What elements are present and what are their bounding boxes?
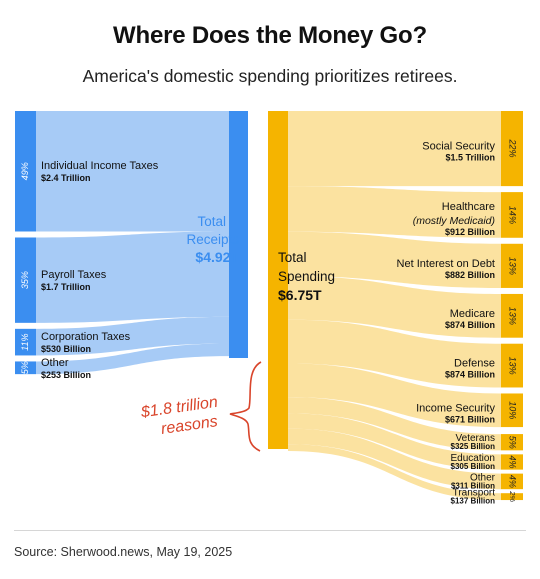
spending-share-label-6: 5% bbox=[508, 436, 518, 449]
spending-name-label-6: Veterans bbox=[456, 433, 495, 444]
spending-name-label-7: Education bbox=[451, 453, 495, 464]
spending-flow-0 bbox=[288, 111, 501, 187]
spending-category-bar-4 bbox=[501, 343, 523, 388]
spending-flow-5 bbox=[288, 363, 501, 428]
spending-amount-label-1: $912 Billion bbox=[445, 227, 495, 237]
chart-title: Where Does the Money Go? bbox=[113, 22, 427, 49]
spending-category-bar-3 bbox=[501, 293, 523, 338]
spending-category-bar-9 bbox=[501, 493, 523, 501]
spending-amount-label-8: $311 Billion bbox=[451, 481, 495, 490]
spending-category-bar-6 bbox=[501, 434, 523, 451]
spending-flow-9 bbox=[288, 444, 501, 501]
spending-name-label-5: Income Security bbox=[416, 402, 495, 414]
receipt-flow-3 bbox=[36, 343, 229, 375]
receipt-amount-label-3: $253 Billion bbox=[41, 370, 91, 380]
spending-share-label-0: 22% bbox=[508, 139, 518, 158]
receipt-source-bar-1 bbox=[15, 237, 36, 323]
spending-subname-label-1: (mostly Medicaid) bbox=[413, 215, 495, 227]
receipt-source-bar-2 bbox=[15, 328, 36, 356]
receipt-amount-label-1: $1.7 Trillion bbox=[41, 282, 91, 292]
footer-divider bbox=[14, 530, 526, 531]
spending-share-label-5: 10% bbox=[508, 401, 518, 419]
spending-share-label-9: 2% bbox=[508, 490, 517, 502]
spending-name-label-9: Transport bbox=[453, 488, 496, 499]
spending-total-value: $6.75T bbox=[278, 287, 322, 303]
receipt-share-label-2: 11% bbox=[20, 333, 30, 350]
spending-amount-label-0: $1.5 Trillion bbox=[445, 153, 495, 163]
receipt-amount-label-0: $2.4 Trillion bbox=[41, 173, 91, 183]
receipt-name-label-1: Payroll Taxes bbox=[41, 269, 107, 281]
receipt-name-label-2: Corporation Taxes bbox=[41, 331, 131, 343]
receipt-share-label-0: 49% bbox=[20, 162, 30, 180]
receipt-share-label-3: 5% bbox=[20, 361, 30, 374]
receipts-total-label-line1: Total bbox=[197, 214, 226, 229]
receipt-flow-0 bbox=[36, 111, 229, 232]
receipt-name-label-3: Other bbox=[41, 357, 69, 369]
spending-total-label-line2: Spending bbox=[278, 269, 335, 284]
spending-amount-label-3: $874 Billion bbox=[445, 320, 495, 330]
receipts-total-value: $4.92T bbox=[195, 249, 239, 265]
spending-category-bar-7 bbox=[501, 454, 523, 470]
chart-subtitle: America's domestic spending prioritizes … bbox=[82, 66, 458, 86]
spending-amount-label-5: $671 Billion bbox=[445, 414, 495, 424]
receipt-share-label-1: 35% bbox=[20, 271, 30, 289]
spending-amount-label-7: $305 Billion bbox=[451, 462, 496, 471]
spending-category-bar-2 bbox=[501, 243, 523, 288]
spending-flow-3 bbox=[288, 275, 501, 338]
spending-flow-8 bbox=[288, 428, 501, 490]
spending-amount-label-2: $882 Billion bbox=[445, 270, 495, 280]
spending-flow-2 bbox=[288, 231, 501, 288]
spending-share-label-3: 13% bbox=[508, 307, 518, 325]
gap-brace bbox=[229, 361, 262, 452]
spending-name-label-3: Medicare bbox=[450, 308, 495, 320]
spending-flow-6 bbox=[288, 397, 501, 451]
receipt-source-bar-0 bbox=[15, 111, 36, 232]
receipts-total-label-line2: Receipts bbox=[186, 232, 239, 247]
spending-name-label-2: Net Interest on Debt bbox=[397, 258, 495, 270]
receipt-flow-2 bbox=[36, 316, 229, 356]
spending-total-bar bbox=[268, 111, 288, 449]
spending-flow-4 bbox=[288, 319, 501, 388]
spending-share-label-7: 4% bbox=[508, 455, 518, 468]
spending-share-label-8: 4% bbox=[508, 475, 518, 488]
spending-share-label-4: 13% bbox=[508, 357, 518, 375]
receipt-source-bar-3 bbox=[15, 361, 36, 375]
spending-amount-label-9: $137 Billion bbox=[451, 497, 496, 506]
spending-amount-label-6: $325 Billion bbox=[451, 442, 496, 451]
receipt-amount-label-2: $530 Billion bbox=[41, 344, 91, 354]
spending-share-label-1: 14% bbox=[508, 206, 518, 224]
spending-category-bar-5 bbox=[501, 393, 523, 428]
receipt-flow-1 bbox=[36, 231, 229, 323]
source-note: Source: Sherwood.news, May 19, 2025 bbox=[14, 545, 233, 559]
spending-flow-1 bbox=[288, 186, 501, 238]
spending-category-bar-1 bbox=[501, 192, 523, 238]
spending-amount-label-4: $874 Billion bbox=[445, 370, 495, 380]
spending-name-label-8: Other bbox=[470, 472, 496, 483]
spending-category-bar-8 bbox=[501, 473, 523, 490]
receipts-total-bar bbox=[229, 111, 248, 358]
spending-flow-7 bbox=[288, 413, 501, 470]
spending-name-label-1: Healthcare bbox=[442, 201, 495, 213]
spending-share-label-2: 13% bbox=[508, 257, 518, 275]
spending-name-label-0: Social Security bbox=[422, 141, 495, 153]
spending-total-label-line1: Total bbox=[278, 250, 307, 265]
sankey-chart: 49% Individual Income Taxes$2.4 Trillion 3… bbox=[15, 111, 523, 506]
spending-name-label-4: Defense bbox=[454, 358, 495, 370]
spending-category-bar-0 bbox=[501, 111, 523, 187]
receipt-name-label-0: Individual Income Taxes bbox=[41, 160, 159, 172]
